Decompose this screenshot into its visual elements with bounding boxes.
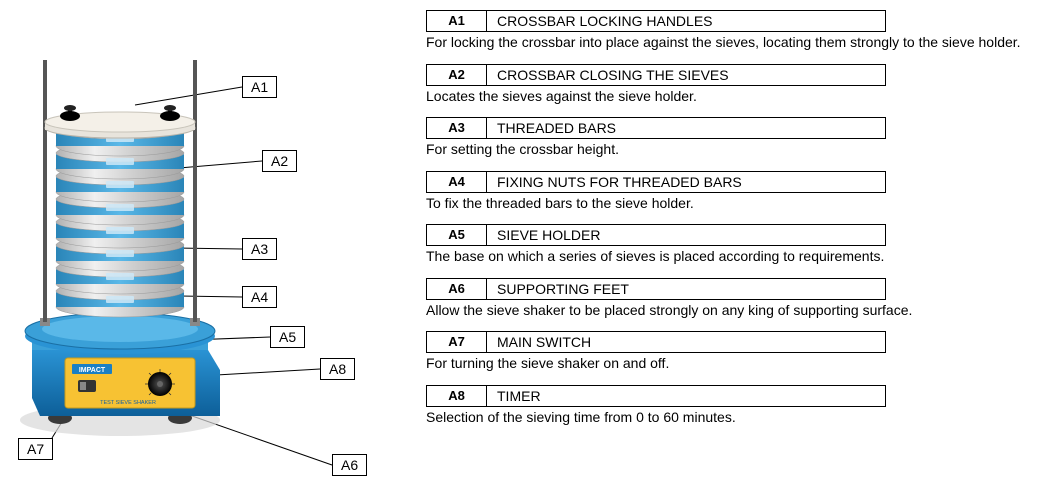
definition-A3: A3THREADED BARS For setting the crossbar … — [426, 117, 1026, 159]
definition-title: CROSSBAR LOCKING HANDLES — [487, 11, 885, 31]
definition-title: MAIN SWITCH — [487, 332, 885, 352]
callout-A7: A7 — [18, 438, 53, 460]
definition-A2: A2CROSSBAR CLOSING THE SIEVES Locates the… — [426, 64, 1026, 106]
definition-description: For locking the crossbar into place agai… — [426, 34, 1026, 52]
brand-label: IMPACT — [79, 367, 106, 374]
definition-A6: A6SUPPORTING FEET Allow the sieve shaker … — [426, 278, 1026, 320]
definition-title: TIMER — [487, 386, 885, 406]
definition-code: A4 — [427, 172, 487, 192]
callout-A5: A5 — [270, 326, 305, 348]
definition-title: THREADED BARS — [487, 118, 885, 138]
callout-A1: A1 — [242, 76, 277, 98]
definition-header: A6SUPPORTING FEET — [426, 278, 886, 300]
definition-code: A8 — [427, 386, 487, 406]
definition-code: A1 — [427, 11, 487, 31]
locking-handle — [160, 105, 180, 121]
sieve-stack — [56, 121, 184, 317]
panel-text: TEST SIEVE SHAKER — [100, 400, 156, 406]
definition-A5: A5SIEVE HOLDER The base on which a series… — [426, 224, 1026, 266]
definition-A1: A1CROSSBAR LOCKING HANDLES For locking th… — [426, 10, 1026, 52]
definition-title: SUPPORTING FEET — [487, 279, 885, 299]
definition-title: CROSSBAR CLOSING THE SIEVES — [487, 65, 885, 85]
locking-handle — [60, 105, 80, 121]
definition-description: Locates the sieves against the sieve hol… — [426, 88, 1026, 106]
threaded-bar — [193, 60, 197, 322]
definition-description: Selection of the sieving time from 0 to … — [426, 409, 1026, 427]
definition-code: A6 — [427, 279, 487, 299]
definition-description: For setting the crossbar height. — [426, 141, 1026, 159]
definition-A8: A8TIMER Selection of the sieving time fro… — [426, 385, 1026, 427]
definition-header: A2CROSSBAR CLOSING THE SIEVES — [426, 64, 886, 86]
definition-description: Allow the sieve shaker to be placed stro… — [426, 302, 1026, 320]
definition-code: A5 — [427, 225, 487, 245]
definition-title: FIXING NUTS FOR THREADED BARS — [487, 172, 885, 192]
definition-description: To fix the threaded bars to the sieve ho… — [426, 195, 1026, 213]
definition-header: A3THREADED BARS — [426, 117, 886, 139]
definition-description: For turning the sieve shaker on and off. — [426, 355, 1026, 373]
definition-header: A5SIEVE HOLDER — [426, 224, 886, 246]
threaded-bar — [43, 60, 47, 322]
callout-A2: A2 — [262, 150, 297, 172]
definition-A4: A4FIXING NUTS FOR THREADED BARS To fix th… — [426, 171, 1026, 213]
definition-code: A3 — [427, 118, 487, 138]
definition-header: A7MAIN SWITCH — [426, 331, 886, 353]
definition-A7: A7MAIN SWITCH For turning the sieve shake… — [426, 331, 1026, 373]
callout-A6: A6 — [332, 454, 367, 476]
callout-A8: A8 — [320, 358, 355, 380]
callout-A4: A4 — [242, 286, 277, 308]
definition-code: A7 — [427, 332, 487, 352]
definition-header: A4FIXING NUTS FOR THREADED BARS — [426, 171, 886, 193]
diagram-panel: IMPACT TEST SIEVE SHAKER — [0, 0, 406, 500]
sieve-shaker-illustration: IMPACT TEST SIEVE SHAKER — [10, 40, 270, 460]
definition-code: A2 — [427, 65, 487, 85]
definition-description: The base on which a series of sieves is … — [426, 248, 1026, 266]
definition-header: A1CROSSBAR LOCKING HANDLES — [426, 10, 886, 32]
definition-title: SIEVE HOLDER — [487, 225, 885, 245]
definitions-panel: A1CROSSBAR LOCKING HANDLES For locking th… — [406, 0, 1046, 500]
callout-A3: A3 — [242, 238, 277, 260]
definition-header: A8TIMER — [426, 385, 886, 407]
